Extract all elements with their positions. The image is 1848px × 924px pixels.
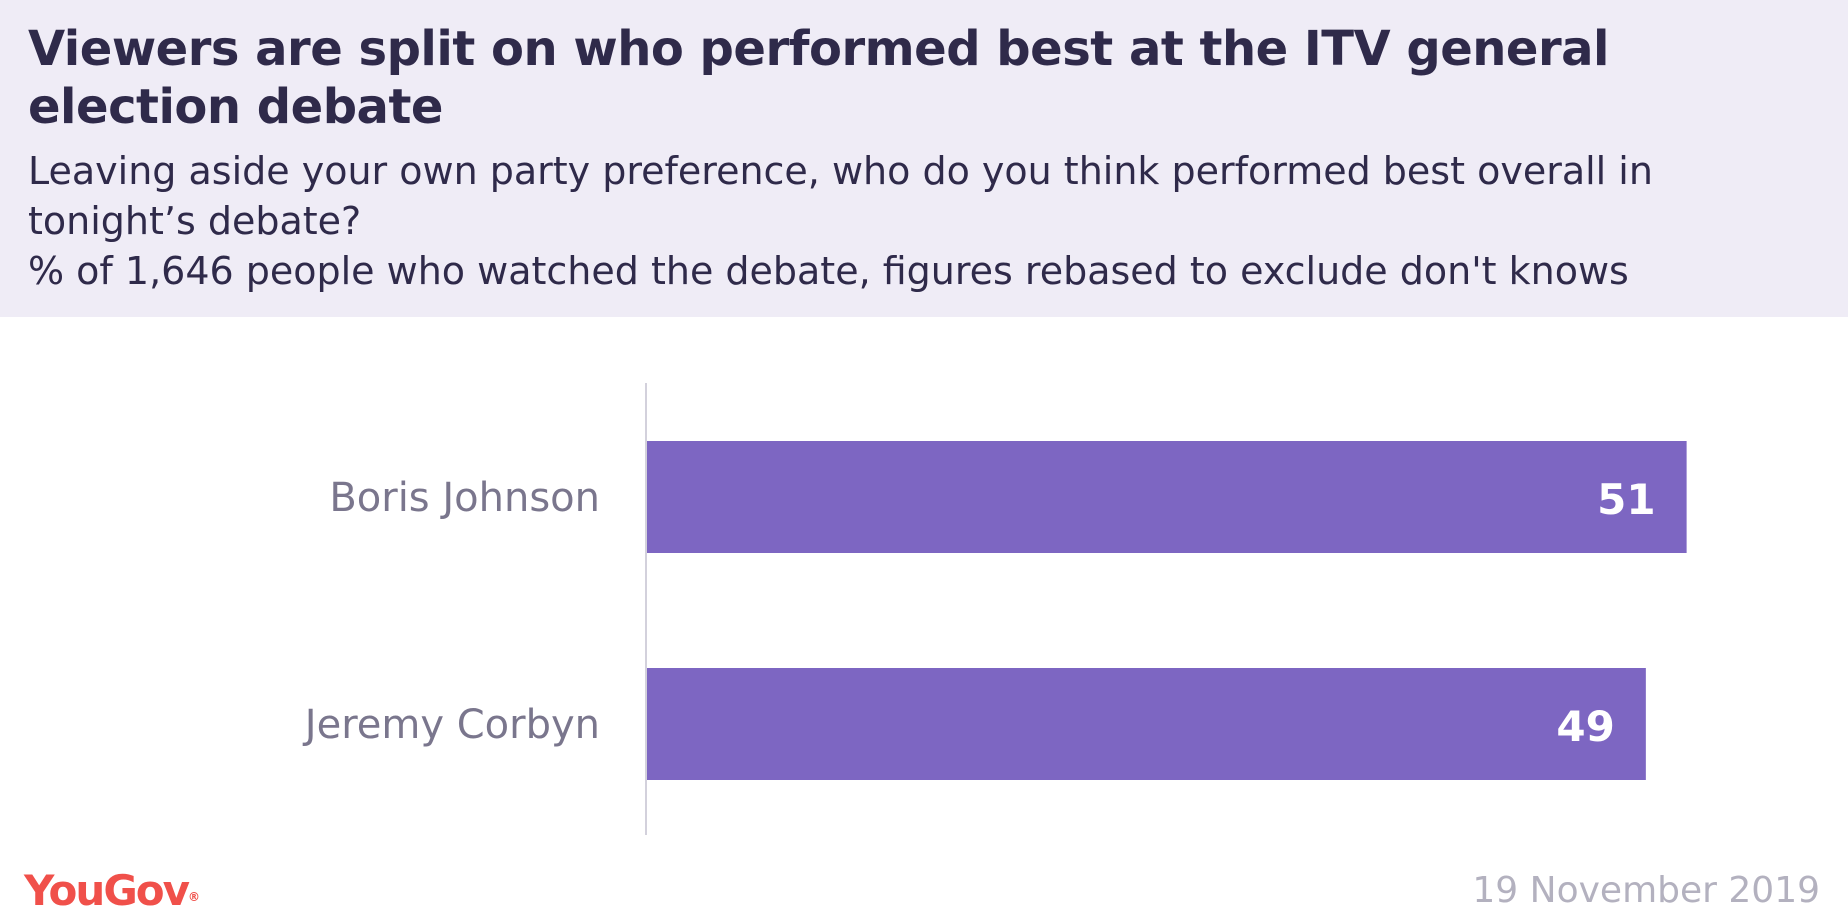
value-label: 51 — [1597, 475, 1655, 524]
publish-date: 19 November 2019 — [1472, 870, 1820, 911]
category-label: Jeremy Corbyn — [302, 702, 600, 748]
logo-registered-mark: ® — [188, 890, 201, 904]
yougov-logo: YouGov® — [24, 866, 200, 916]
chart-base-note: % of 1,646 people who watched the debate… — [28, 249, 1629, 293]
value-label: 49 — [1556, 702, 1614, 751]
bar-boris-johnson — [647, 441, 1687, 553]
chart-title: Viewers are split on who performed best … — [28, 21, 1610, 135]
chart-header: Viewers are split on who performed best … — [0, 0, 1848, 317]
logo-text: YouGov — [24, 866, 190, 915]
chart-subtitle: Leaving aside your own party preference,… — [28, 149, 1653, 243]
category-label: Boris Johnson — [329, 475, 600, 521]
bar-chart: Boris Johnson 51 Jeremy Corbyn 49 — [302, 383, 1687, 835]
bar-jeremy-corbyn — [647, 668, 1646, 780]
